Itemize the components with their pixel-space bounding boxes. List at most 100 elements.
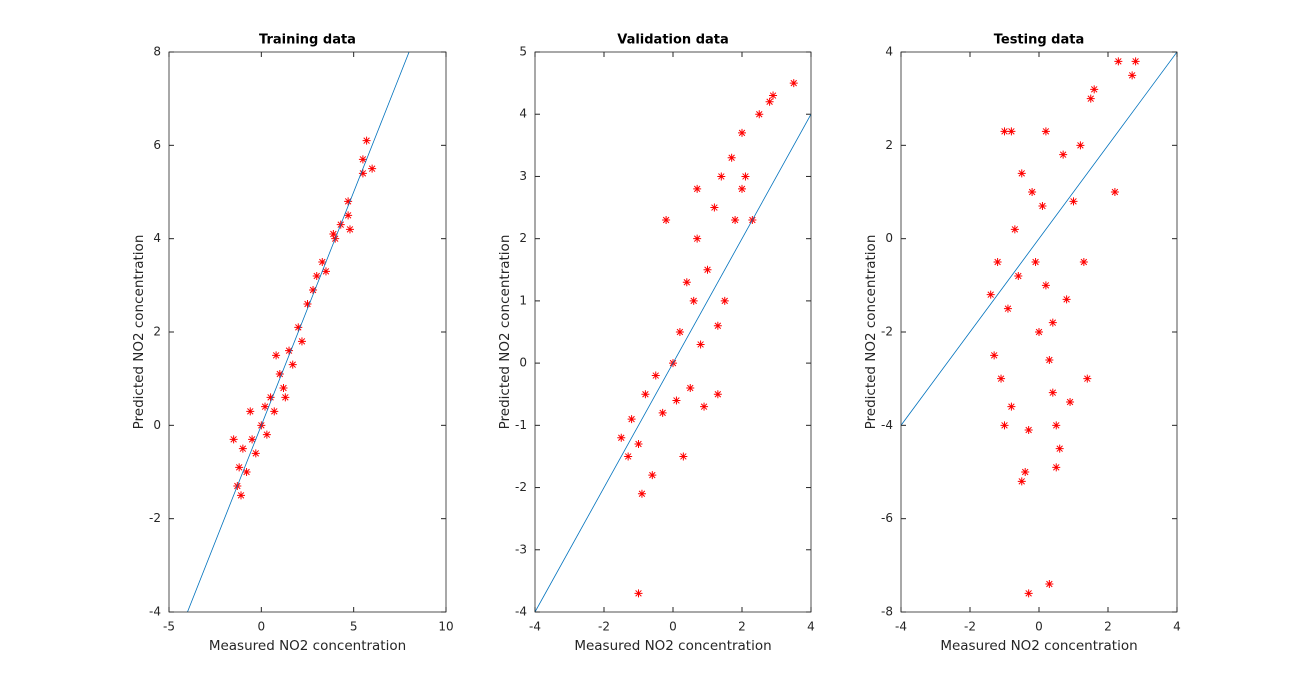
data-point xyxy=(270,407,279,416)
chart-title: Validation data xyxy=(617,33,729,48)
data-point xyxy=(634,440,643,448)
data-point xyxy=(229,435,238,444)
data-point xyxy=(344,211,353,220)
data-point xyxy=(703,265,712,274)
axes-frame xyxy=(168,51,447,613)
y-tick-label: 2 xyxy=(885,138,893,152)
data-point xyxy=(329,230,338,238)
data-point xyxy=(248,435,257,444)
data-point xyxy=(368,164,377,173)
y-tick-label: 0 xyxy=(153,418,161,432)
y-tick-label: -1 xyxy=(515,418,527,432)
data-point xyxy=(246,407,255,416)
y-tick-label: 3 xyxy=(519,169,527,183)
y-tick-label: 0 xyxy=(885,231,893,245)
data-point xyxy=(1000,127,1009,136)
data-point xyxy=(303,300,312,308)
x-tick-label: 0 xyxy=(1035,620,1043,634)
data-point xyxy=(624,452,633,461)
data-point xyxy=(682,278,691,287)
data-point xyxy=(617,433,626,442)
data-point xyxy=(312,272,321,280)
y-tick-label: 8 xyxy=(153,45,161,59)
x-tick-label: -4 xyxy=(529,620,541,634)
data-point xyxy=(1086,94,1095,103)
x-tick-label: 10 xyxy=(438,620,453,634)
subplot: Testing data Measured NO2 concentration Pr… xyxy=(863,33,1181,655)
subplot: Training data Measured NO2 concentration P… xyxy=(131,33,454,655)
data-point xyxy=(237,491,246,500)
data-point xyxy=(1052,463,1061,472)
data-point xyxy=(294,323,303,332)
y-tick-label: 2 xyxy=(519,231,527,245)
data-point xyxy=(693,184,702,193)
data-point xyxy=(1007,127,1016,136)
data-point xyxy=(362,136,371,145)
data-point xyxy=(1066,398,1075,406)
x-tick-label: -2 xyxy=(964,620,976,634)
data-point xyxy=(1059,150,1068,159)
x-axis-label: Measured NO2 concentration xyxy=(940,638,1137,654)
data-point xyxy=(1041,127,1050,136)
data-point xyxy=(648,471,657,480)
data-point xyxy=(1069,197,1078,206)
data-point xyxy=(993,258,1002,266)
data-point xyxy=(765,97,774,106)
data-point xyxy=(986,290,995,299)
plot-area xyxy=(901,52,1177,598)
data-point xyxy=(1045,580,1054,588)
axes-frame xyxy=(534,51,812,613)
data-point xyxy=(1024,589,1033,598)
data-point xyxy=(738,128,746,137)
x-tick-label: -2 xyxy=(598,620,610,634)
data-point xyxy=(1010,225,1019,234)
y-tick-label: 4 xyxy=(153,231,161,245)
plot-area xyxy=(535,79,811,612)
y-tick-label: -3 xyxy=(515,542,527,556)
y-tick-label: 1 xyxy=(519,293,527,307)
data-point xyxy=(1014,272,1023,280)
data-point xyxy=(689,296,698,305)
data-point xyxy=(738,184,746,193)
y-tick-label: -4 xyxy=(515,605,527,619)
x-tick-label: 0 xyxy=(258,620,266,634)
data-point xyxy=(1090,85,1099,94)
data-point xyxy=(1021,468,1030,476)
data-point xyxy=(755,110,764,119)
data-point xyxy=(1000,421,1009,430)
data-point xyxy=(235,463,244,472)
data-point xyxy=(710,203,719,212)
x-tick-label: 2 xyxy=(738,620,746,634)
y-tick-label: 4 xyxy=(519,107,527,121)
y-tick-label: -2 xyxy=(881,325,893,339)
data-point xyxy=(1038,202,1047,210)
x-tick-label: 4 xyxy=(1173,620,1181,634)
data-point xyxy=(242,468,251,476)
y-tick-label: 6 xyxy=(153,138,161,152)
data-point xyxy=(713,321,722,330)
data-point xyxy=(1048,318,1057,327)
data-point xyxy=(1003,304,1012,313)
data-point xyxy=(741,172,750,181)
data-point xyxy=(262,430,271,439)
y-tick-label: -2 xyxy=(515,480,527,494)
x-tick-label: 2 xyxy=(1104,620,1112,634)
data-point xyxy=(1035,328,1043,336)
data-point xyxy=(1024,426,1033,434)
y-tick-label: -2 xyxy=(149,511,161,525)
y-axis-label: Predicted NO2 concentration xyxy=(131,235,147,430)
reference-line xyxy=(187,52,410,612)
data-point xyxy=(318,258,327,266)
data-point xyxy=(641,390,650,399)
data-point xyxy=(717,172,726,181)
data-point xyxy=(321,267,330,276)
x-tick-label: 5 xyxy=(350,620,358,634)
data-point xyxy=(789,79,798,88)
data-point xyxy=(1017,169,1026,178)
x-tick-label: 0 xyxy=(669,620,677,634)
data-point xyxy=(700,402,709,411)
plot-area xyxy=(187,52,410,612)
subplot: Validation data Measured NO2 concentratio… xyxy=(497,33,815,655)
y-tick-label: 4 xyxy=(885,45,893,59)
